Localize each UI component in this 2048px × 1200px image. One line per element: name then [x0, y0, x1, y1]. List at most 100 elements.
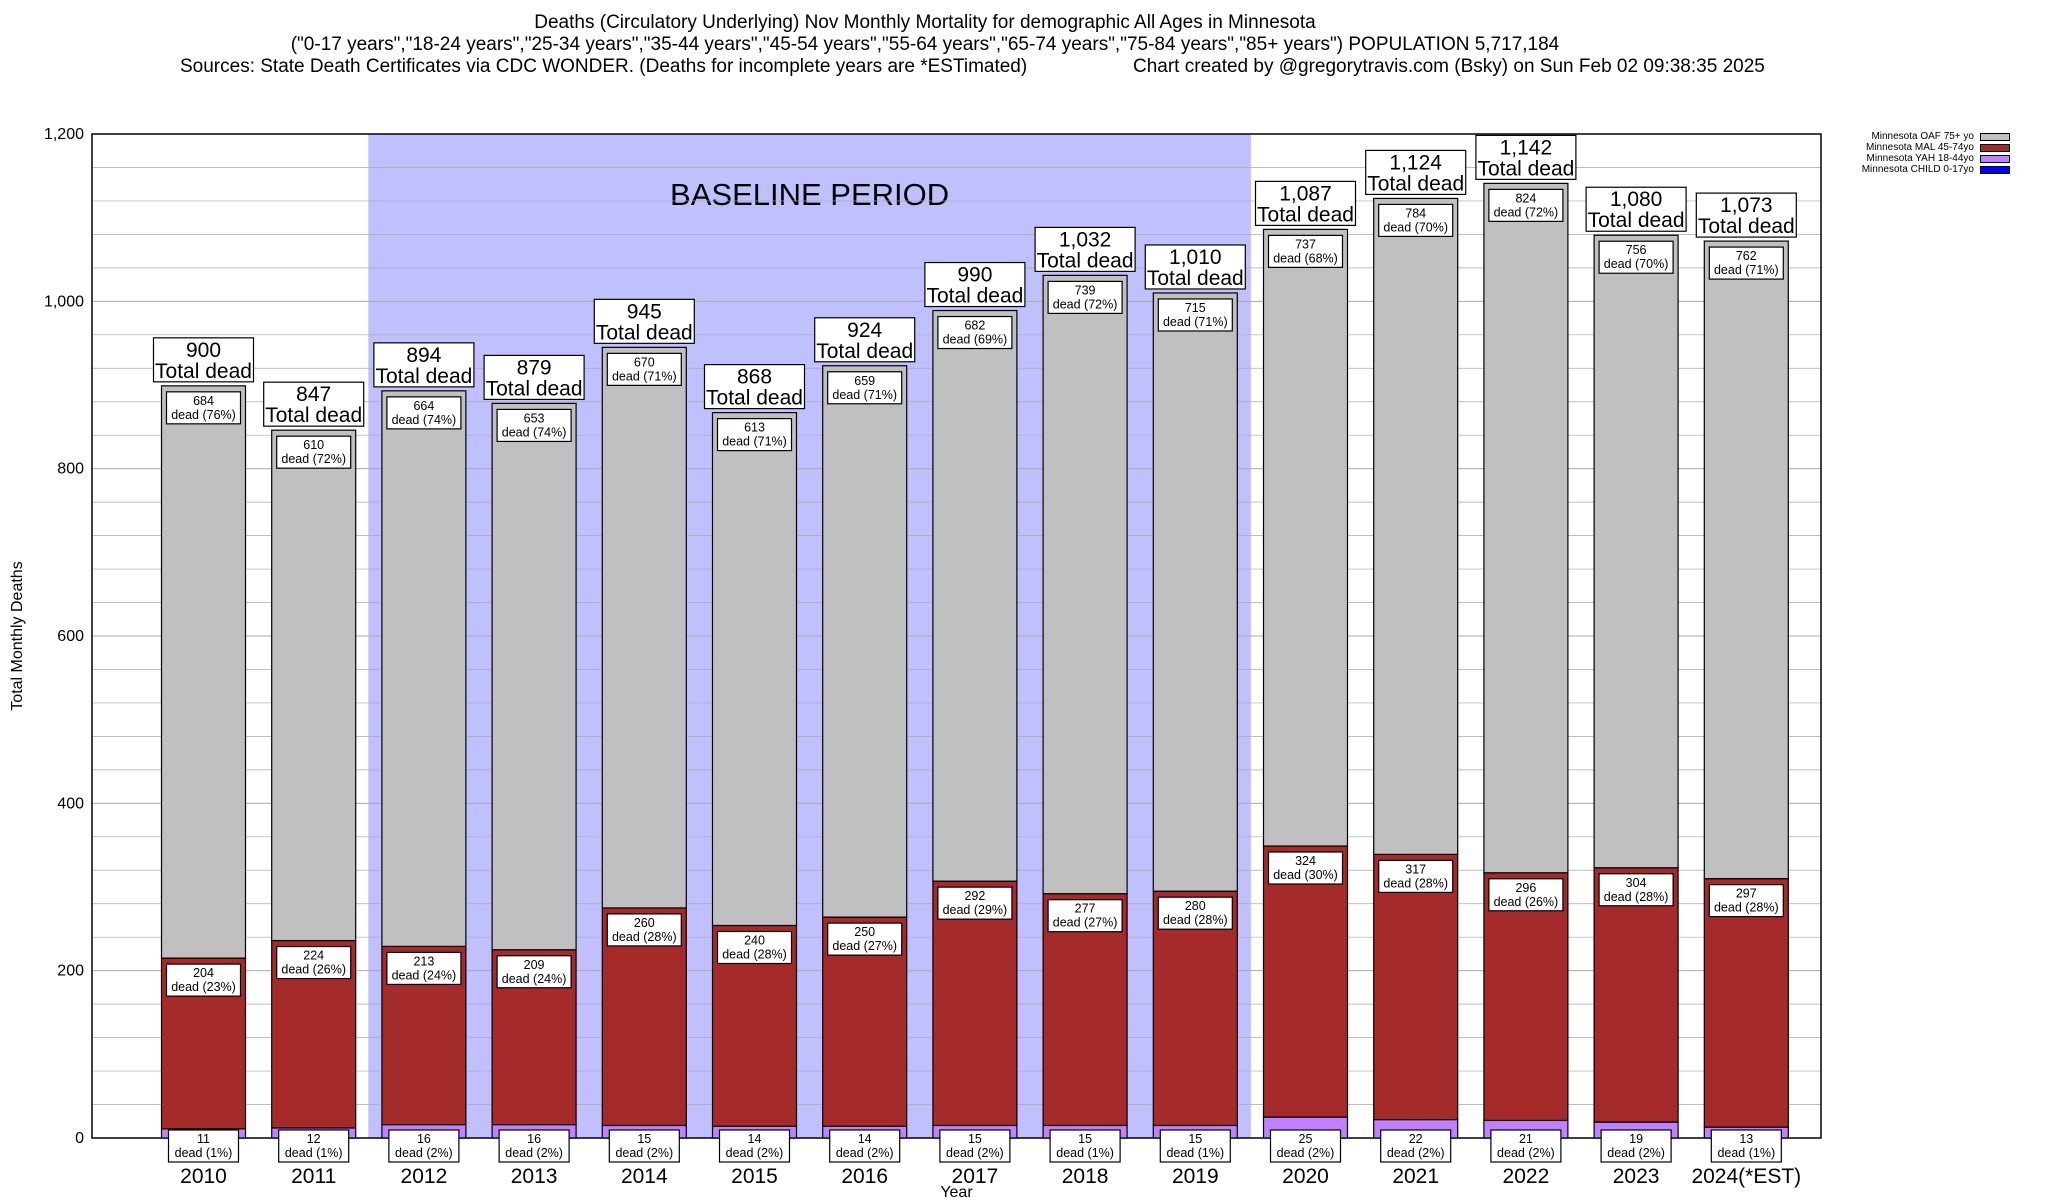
x-tick-label: 2017: [952, 1165, 999, 1188]
segment-label-box: [1708, 246, 1784, 280]
total-value: 990: [957, 264, 992, 287]
legend-swatch: [1980, 143, 2010, 152]
total-suffix: Total dead: [1257, 203, 1354, 226]
chart-sources: Sources: State Death Certificates via CD…: [180, 56, 1028, 77]
segment-label-box: [165, 963, 242, 997]
total-label-box: [924, 261, 1026, 308]
segment-pct: dead (2%): [836, 1146, 894, 1160]
legend-label: Minnesota YAH 18-44yo: [1866, 153, 1974, 164]
bar-segment-mal: [1593, 867, 1679, 1123]
total-value: 847: [296, 383, 331, 406]
bar-segment-oaf: [491, 402, 577, 951]
total-suffix: Total dead: [816, 340, 913, 363]
segment-value: 739: [1075, 283, 1096, 297]
segment-label-box: [827, 371, 903, 405]
segment-pct: dead (1%): [1717, 1146, 1775, 1160]
total-label-box: [1585, 186, 1687, 232]
segment-label-box: [608, 1129, 680, 1163]
segment-label-box: [1047, 899, 1123, 933]
segment-pct: dead (27%): [832, 939, 897, 953]
segment-value: 204: [193, 966, 214, 980]
segment-pct: dead (2%): [395, 1146, 453, 1160]
segment-pct: dead (2%): [505, 1146, 563, 1160]
segment-label-box: [606, 913, 682, 947]
y-tick-label: 400: [57, 795, 84, 812]
total-value: 1,087: [1279, 182, 1332, 205]
segment-value: 16: [527, 1132, 541, 1146]
segment-label-box: [718, 1129, 791, 1163]
bar-segment-oaf: [160, 385, 247, 959]
bar-segment-oaf: [711, 412, 798, 927]
legend-item-mal: Minnesota MAL 45-74yo: [1860, 142, 2010, 153]
bar-segment-oaf: [932, 309, 1018, 882]
segment-value: 292: [964, 889, 985, 903]
total-value: 1,010: [1169, 246, 1222, 269]
segment-label-box: [1598, 240, 1674, 274]
segment-label-box: [1488, 878, 1564, 912]
legend-swatch: [1980, 132, 2010, 141]
total-label-box: [483, 354, 585, 401]
segment-label-box: [939, 1129, 1011, 1163]
y-tick-label: 1,200: [44, 126, 84, 143]
segment-pct: dead (76%): [171, 408, 236, 422]
segment-value: 297: [1736, 887, 1757, 901]
total-value: 1,124: [1389, 151, 1442, 174]
chart-title: Deaths (Circulatory Underlying) Nov Mont…: [534, 12, 1316, 33]
segment-value: 15: [1078, 1132, 1092, 1146]
legend-label: Minnesota CHILD 0-17yo: [1861, 164, 1974, 175]
x-tick-label: 2015: [731, 1165, 778, 1188]
bar-segment-mal: [1483, 872, 1569, 1122]
segment-label-box: [716, 418, 793, 452]
segment-value: 260: [634, 916, 655, 930]
segment-pct: dead (70%): [1604, 257, 1669, 271]
segment-label-box: [1378, 203, 1454, 238]
segment-value: 324: [1295, 854, 1316, 868]
x-tick-label: 2024(*EST): [1691, 1165, 1801, 1188]
segment-label-box: [827, 922, 903, 956]
legend-item-child: Minnesota CHILD 0-17yo: [1860, 164, 2010, 175]
segment-value: 664: [413, 399, 434, 413]
x-tick-label: 2018: [1062, 1165, 1109, 1188]
segment-pct: dead (28%): [1714, 901, 1779, 915]
segment-value: 682: [964, 319, 985, 333]
segment-value: 304: [1626, 876, 1647, 890]
segment-pct: dead (74%): [502, 425, 567, 439]
segment-value: 25: [1299, 1132, 1313, 1146]
total-label-box: [373, 342, 475, 388]
segment-label-box: [1047, 280, 1123, 314]
segment-label-box: [496, 408, 572, 443]
segment-value: 762: [1736, 249, 1757, 263]
bar-segment-oaf: [381, 390, 467, 948]
bar-segment-oaf: [1483, 182, 1569, 874]
segment-value: 15: [1188, 1132, 1202, 1146]
segment-value: 11: [197, 1132, 210, 1146]
legend-swatch: [1980, 165, 2010, 174]
x-tick-label: 2011: [291, 1165, 336, 1188]
x-axis-label: Year: [940, 1184, 973, 1200]
y-axis-label: Total Monthly Deaths: [9, 561, 26, 710]
total-label-box: [1034, 226, 1136, 272]
segment-label-box: [278, 1129, 350, 1163]
segment-value: 16: [417, 1132, 431, 1146]
bar-segment-mal: [1703, 878, 1789, 1128]
segment-label-box: [498, 1129, 570, 1163]
segment-pct: dead (1%): [175, 1146, 233, 1160]
segment-value: 670: [634, 355, 655, 369]
segment-pct: dead (2%): [1607, 1146, 1665, 1160]
total-value: 1,080: [1610, 188, 1663, 211]
segment-label-box: [276, 435, 352, 469]
y-tick-label: 1,000: [44, 293, 84, 310]
total-suffix: Total dead: [486, 377, 583, 400]
chart-subtitle: ("0-17 years","18-24 years","25-34 years…: [290, 34, 1560, 55]
segment-label-box: [1490, 1129, 1562, 1163]
segment-label-box: [388, 1129, 460, 1163]
segment-pct: dead (72%): [281, 452, 346, 466]
segment-pct: dead (28%): [1604, 890, 1669, 904]
chart-credit: Chart created by @gregorytravis.com (Bsk…: [1133, 56, 1765, 77]
segment-label-box: [1157, 896, 1233, 930]
total-suffix: Total dead: [1588, 209, 1685, 232]
segment-value: 653: [524, 411, 545, 425]
segment-pct: dead (2%): [1497, 1146, 1555, 1160]
segment-label-box: [165, 391, 242, 425]
